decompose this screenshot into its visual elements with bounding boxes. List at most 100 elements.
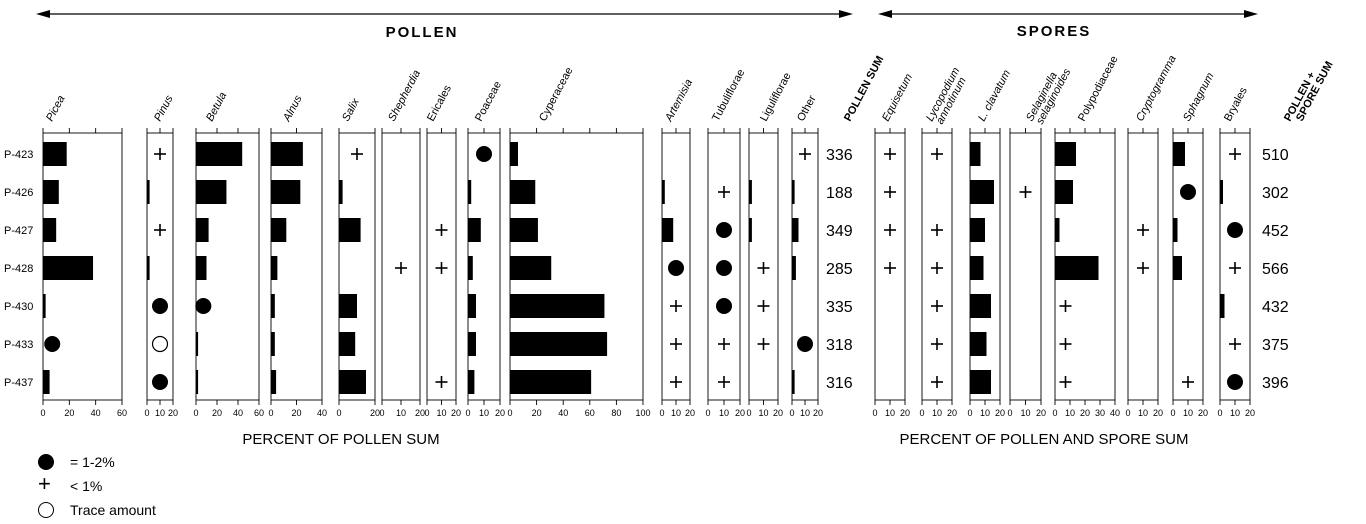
bar [43,294,46,318]
tick-label: 20 [1036,408,1046,418]
marker-filled [716,222,732,238]
bar [792,218,799,242]
tick-label: 0 [1170,408,1175,418]
marker-filled [195,298,212,314]
tick-label: 20 [813,408,823,418]
tick-label: 20 [212,408,222,418]
bar [970,180,994,204]
sample-label: P-426 [4,187,33,199]
sample-label: P-427 [4,225,33,237]
pollen-sum-label: POLLEN SUM [842,54,886,123]
tick-label: 40 [317,408,327,418]
panel-frame [1009,132,1042,401]
marker-filled [797,336,813,352]
panel-frame [338,132,376,401]
bar [196,332,199,356]
bar [468,370,475,394]
bar [970,218,985,242]
tick-label: 40 [1110,408,1120,418]
taxon-label-0: Picea [44,93,68,123]
sample-label: P-433 [4,339,33,351]
bar [510,142,518,166]
taxon-label-19: Sphagnum [1181,71,1217,124]
tick-label: 0 [144,408,149,418]
tick-label: 10 [671,408,681,418]
bar [339,370,366,394]
tick-label: 20 [773,408,783,418]
bar [1055,256,1099,280]
bar [1173,218,1178,242]
bar [468,218,481,242]
pollen-sum-value: 316 [826,375,853,392]
bar [196,142,243,166]
marker-filled [1227,374,1243,390]
tick-label: 10 [980,408,990,418]
tick-label: 20 [451,408,461,418]
bar [147,180,150,204]
bar [271,332,275,356]
tick-label: 10 [758,408,768,418]
pollen-spore-sum-value: 302 [1262,185,1289,202]
tick-label: 20 [168,408,178,418]
tick-label: 0 [424,408,429,418]
tick-label: 10 [932,408,942,418]
bar [43,370,50,394]
tick-label: 20 [735,408,745,418]
marker-filled [44,336,61,352]
tick-label: 100 [635,408,650,418]
taxon-label-13: Equisetum [880,72,915,124]
tick-label: 20 [370,408,380,418]
tick-label: 0 [507,408,512,418]
sample-label: P-437 [4,377,33,389]
plus-icon: + [38,471,51,496]
bar [271,142,303,166]
pollen-sum-value: 188 [826,185,853,202]
legend-row-plus: + < 1% [36,471,156,498]
bar [510,294,605,318]
bar [749,218,752,242]
tick-label: 40 [558,408,568,418]
bar [196,218,209,242]
pollen-spore-sum-value: 566 [1262,261,1289,278]
bar [1055,142,1076,166]
tick-label: 20 [1245,408,1255,418]
bar [43,180,59,204]
bar [271,218,287,242]
bar [1055,218,1060,242]
taxon-label-2: Betula [204,90,229,123]
tick-label: 60 [254,408,264,418]
bar [43,218,57,242]
tick-label: 0 [465,408,470,418]
pollen-sum-value: 336 [826,147,853,164]
pollen-sum-value: 349 [826,223,853,240]
bar [468,256,473,280]
taxon-label-5: Shepherdia [386,68,423,123]
bar [43,256,94,280]
filled-circle-icon [36,452,56,472]
taxon-label-8: Cyperaceae [537,65,575,123]
taxon-label-4: Salix [340,96,362,123]
bar [1220,294,1225,318]
bar [271,294,275,318]
tick-label: 0 [872,408,877,418]
spores-arrow-left-head [878,10,892,18]
tick-label: 10 [1065,408,1075,418]
tick-label: 10 [1230,408,1240,418]
tick-label: 0 [1217,408,1222,418]
tick-label: 0 [193,408,198,418]
bar [468,332,476,356]
taxon-label-11: Liguliflorae [758,71,794,124]
bar [271,370,277,394]
bar [339,218,361,242]
marker-filled [716,298,732,314]
bar [662,218,674,242]
tick-label: 20 [532,408,542,418]
panel-frame [146,132,174,401]
bar [970,142,981,166]
tick-label: 0 [746,408,751,418]
taxon-label-15: L. clavatum [976,68,1013,123]
tick-label: 80 [611,408,621,418]
tick-label: 20 [1198,408,1208,418]
bar [147,256,150,280]
